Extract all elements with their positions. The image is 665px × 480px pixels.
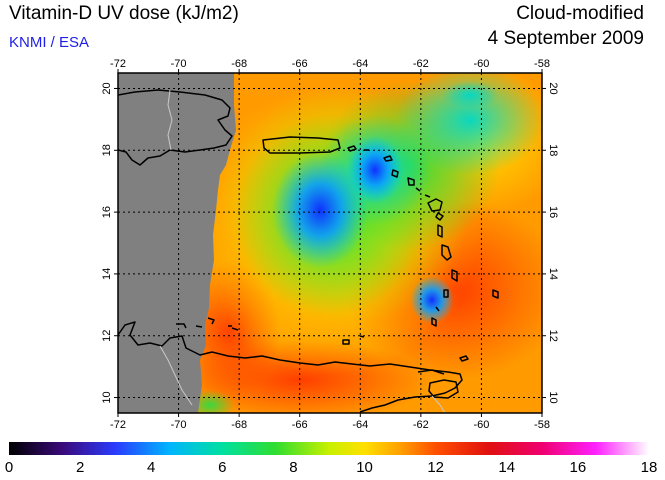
paria-peninsula — [417, 369, 445, 375]
lat-label-right: 12 — [547, 330, 559, 342]
lon-label-top: -70 — [171, 58, 187, 70]
latitude-labels-left: 20 18 16 14 12 10 — [101, 82, 113, 403]
colorbar-label: 2 — [75, 459, 85, 476]
venezuela-border — [159, 345, 446, 413]
lat-label-left: 14 — [101, 268, 113, 280]
lon-label-bottom: -64 — [352, 419, 368, 431]
tobago — [459, 355, 469, 362]
latitude-labels-right: 20 18 16 14 12 10 — [547, 82, 559, 403]
lat-label-left: 18 — [101, 144, 113, 156]
hispaniola-coast — [118, 89, 233, 166]
lon-label-top: -60 — [473, 58, 489, 70]
lon-label-top: -68 — [231, 58, 247, 70]
lon-label-bottom: -58 — [534, 419, 550, 431]
anguilla-st-martin — [383, 155, 393, 162]
coastlines — [118, 89, 499, 413]
colorbar-label: 4 — [147, 459, 156, 476]
margarita-islands — [228, 325, 365, 345]
puerto-rico-coast — [262, 136, 341, 154]
lat-label-right: 20 — [547, 82, 559, 94]
field-min-east — [347, 136, 403, 204]
barbados — [492, 289, 499, 299]
lat-label-right: 14 — [547, 268, 559, 280]
st-lucia — [451, 269, 458, 282]
uv-dose-field — [118, 73, 542, 413]
field-min-west — [272, 152, 368, 268]
field-cyan-top — [442, 81, 498, 109]
tick-marks — [114, 69, 546, 417]
colorbar — [9, 442, 649, 455]
credit-label: KNMI / ESA — [9, 34, 90, 51]
dominica — [437, 224, 443, 238]
lon-label-bottom: -62 — [413, 419, 429, 431]
lon-label-bottom: -66 — [292, 419, 308, 431]
lon-label-top: -58 — [534, 58, 550, 70]
field-cyan-ne — [395, 73, 542, 175]
colorbar-label: 0 — [4, 459, 14, 476]
map-title: Vitamin-D UV dose (kJ/m2) — [9, 3, 239, 24]
trinidad — [428, 379, 459, 399]
colorbar-label: 6 — [218, 459, 227, 476]
colorbar-label: 10 — [356, 459, 373, 476]
lon-label-bottom: -70 — [171, 419, 187, 431]
date-label: 4 September 2009 — [487, 28, 644, 49]
graticule — [118, 73, 542, 413]
longitude-labels-top: -72 -70 -68 -66 -64 -62 -60 -58 — [110, 58, 550, 70]
colorbar-label: 16 — [569, 459, 587, 476]
lesser-antilles-north — [391, 169, 431, 198]
lon-label-bottom: -68 — [231, 419, 247, 431]
lat-label-right: 18 — [547, 144, 559, 156]
lon-label-bottom: -72 — [110, 419, 126, 431]
abc-islands — [176, 317, 215, 329]
guadeloupe — [427, 198, 444, 221]
st-vincent — [443, 289, 449, 298]
lon-label-top: -66 — [292, 58, 308, 70]
lon-label-top: -62 — [413, 58, 429, 70]
lat-label-right: 10 — [547, 391, 559, 403]
martinique — [441, 244, 452, 261]
product-label: Cloud-modified — [516, 3, 644, 24]
longitude-labels-bottom: -72 -70 -68 -66 -64 -62 -60 -58 — [110, 419, 550, 431]
lon-label-bottom: -60 — [473, 419, 489, 431]
south-america-coast — [118, 321, 463, 413]
lat-label-right: 16 — [547, 206, 559, 218]
colorbar-label: 14 — [498, 459, 516, 476]
lon-label-top: -64 — [352, 58, 368, 70]
colorbar-label: 8 — [289, 459, 298, 476]
lat-label-left: 20 — [101, 82, 113, 94]
lon-label-top: -72 — [110, 58, 126, 70]
lat-label-left: 16 — [101, 206, 113, 218]
field-min-south — [410, 276, 454, 324]
colorbar-label: 12 — [427, 459, 444, 476]
lat-label-left: 10 — [101, 391, 113, 403]
virgin-islands — [347, 145, 369, 152]
colorbar-label: 18 — [640, 459, 658, 476]
lat-label-left: 12 — [101, 330, 113, 342]
plot-frame — [117, 72, 543, 414]
hispaniola-border — [167, 89, 173, 151]
grenadines-grenada — [431, 306, 440, 327]
